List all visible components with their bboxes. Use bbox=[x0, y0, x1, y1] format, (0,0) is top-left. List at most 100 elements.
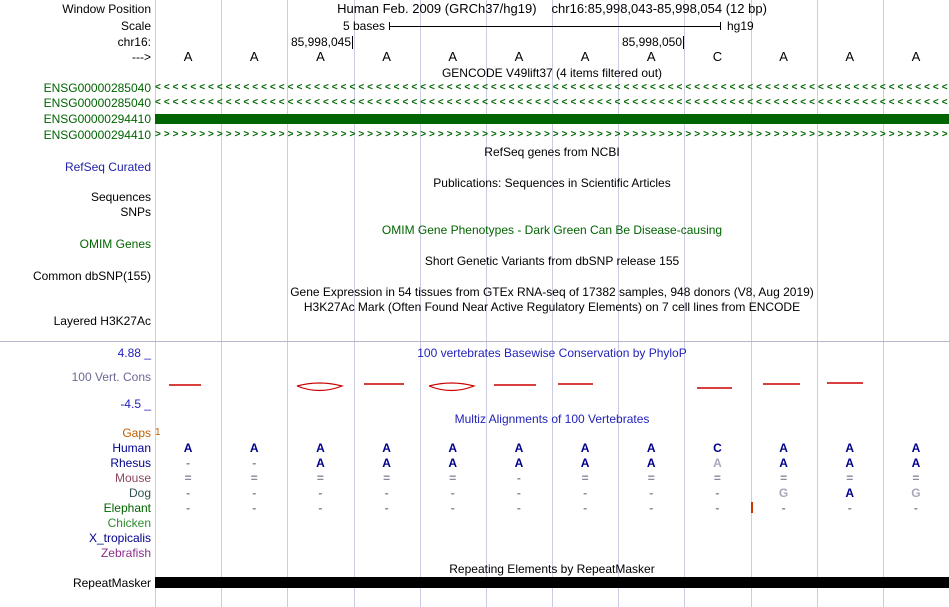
reference-base: A bbox=[911, 49, 921, 64]
alignment-cell: A bbox=[382, 441, 391, 455]
alignment-cell: - bbox=[186, 456, 191, 470]
alignment-cell: A bbox=[911, 456, 921, 470]
alignment-cell: = bbox=[250, 471, 258, 485]
alignment-cell: - bbox=[583, 486, 588, 500]
phylop-max-label[interactable]: 4.88 _ bbox=[117, 346, 151, 360]
vert-cons-label[interactable]: 100 Vert. Cons bbox=[71, 370, 151, 384]
alignment-cell: = bbox=[449, 471, 457, 485]
gtex-track-title[interactable]: Gene Expression in 54 tissues from GTEx … bbox=[290, 285, 814, 299]
multiz-species-label-zebrafish[interactable]: Zebrafish bbox=[100, 546, 151, 560]
refseq-track-title[interactable]: RefSeq genes from NCBI bbox=[484, 145, 620, 159]
alignment-cell: - bbox=[649, 486, 654, 500]
refseq-curated-label[interactable]: RefSeq Curated bbox=[64, 160, 151, 174]
base-gridline bbox=[353, 0, 355, 607]
assembly-name: Human Feb. 2009 (GRCh37/hg19) bbox=[337, 1, 537, 16]
dbsnp-track-title[interactable]: Short Genetic Variants from dbSNP releas… bbox=[424, 254, 680, 268]
base-gridline bbox=[221, 0, 223, 607]
reference-base: A bbox=[448, 49, 458, 64]
sequences-label[interactable]: Sequences bbox=[90, 190, 151, 204]
reference-base: A bbox=[183, 49, 193, 64]
alignment-cell: - bbox=[649, 501, 654, 515]
alignment-cell: - bbox=[318, 486, 323, 500]
base-gridline bbox=[882, 0, 884, 607]
alignment-cell: - bbox=[252, 456, 257, 470]
gencode-track-title[interactable]: GENCODE V49lift37 (4 items filtered out) bbox=[441, 66, 663, 80]
alignment-insert-tick bbox=[750, 502, 753, 513]
alignment-cell: = bbox=[383, 471, 391, 485]
gencode-item-label[interactable]: ENSG00000294410 bbox=[43, 128, 151, 142]
multiz-species-label-mouse[interactable]: Mouse bbox=[114, 471, 151, 485]
gencode-strand-arrows[interactable]: >>>>>>>>>>>>>>>>>>>>>>>>>>>>>>>>>>>>>>>>… bbox=[155, 129, 949, 140]
scale-value: 5 bases bbox=[342, 19, 385, 33]
coordinate-tick-right bbox=[683, 36, 684, 49]
multiz-species-label-x_tropicalis[interactable]: X_tropicalis bbox=[88, 531, 151, 545]
alignment-cell: A bbox=[646, 456, 656, 470]
conservation-mark bbox=[428, 382, 476, 392]
snps-label[interactable]: SNPs bbox=[120, 205, 151, 219]
coordinate-label-left: 85,998,045 bbox=[290, 35, 351, 49]
multiz-species-label-human[interactable]: Human bbox=[112, 441, 151, 455]
base-gridline bbox=[750, 0, 752, 607]
repeatmasker-track-title[interactable]: Repeating Elements by RepeatMasker bbox=[449, 562, 655, 576]
multiz-species-label-dog[interactable]: Dog bbox=[128, 486, 151, 500]
reference-base: A bbox=[845, 49, 855, 64]
gencode-strand-arrows[interactable]: <<<<<<<<<<<<<<<<<<<<<<<<<<<<<<<<<<<<<<<<… bbox=[155, 97, 949, 108]
alignment-cell: C bbox=[713, 441, 722, 455]
reference-base: A bbox=[249, 49, 259, 64]
alignment-cell: - bbox=[781, 501, 786, 515]
conservation-mark bbox=[296, 382, 344, 392]
multiz-species-label-elephant[interactable]: Elephant bbox=[103, 501, 151, 515]
publications-track-title[interactable]: Publications: Sequences in Scientific Ar… bbox=[433, 176, 671, 190]
gencode-strand-arrows[interactable]: <<<<<<<<<<<<<<<<<<<<<<<<<<<<<<<<<<<<<<<<… bbox=[155, 82, 949, 93]
alignment-cell: - bbox=[450, 486, 455, 500]
gaps-label[interactable]: Gaps bbox=[122, 426, 151, 440]
omim-genes-label[interactable]: OMIM Genes bbox=[79, 237, 151, 251]
common-dbsnp-label[interactable]: Common dbSNP(155) bbox=[32, 269, 151, 283]
alignment-cell: A bbox=[514, 441, 524, 455]
scale-label[interactable]: Scale bbox=[120, 19, 151, 33]
alignment-cell: A bbox=[316, 456, 325, 470]
phylop-track-title[interactable]: 100 vertebrates Basewise Conservation by… bbox=[417, 346, 687, 360]
track-separator-line bbox=[0, 341, 950, 342]
alignment-cell: A bbox=[514, 456, 524, 470]
base-gridline bbox=[155, 0, 156, 607]
multiz-track-title[interactable]: Multiz Alignments of 100 Vertebrates bbox=[454, 412, 650, 426]
base-gridline bbox=[419, 0, 421, 607]
alignment-cell: A bbox=[580, 456, 590, 470]
gencode-exon-bar[interactable] bbox=[155, 114, 949, 124]
gaps-insert-marker: 1 bbox=[155, 427, 161, 438]
alignment-cell: A bbox=[779, 441, 788, 455]
phylop-min-label[interactable]: -4.5 _ bbox=[120, 397, 151, 411]
reference-base: A bbox=[316, 49, 325, 64]
alignment-cell: - bbox=[186, 486, 191, 500]
omim-track-title[interactable]: OMIM Gene Phenotypes - Dark Green Can Be… bbox=[381, 223, 723, 237]
alignment-cell: - bbox=[516, 486, 521, 500]
alignment-cell: = bbox=[647, 471, 655, 485]
alignment-cell: = bbox=[846, 471, 854, 485]
strand-direction-label[interactable]: ---> bbox=[132, 50, 151, 64]
gencode-item-label[interactable]: ENSG00000285040 bbox=[43, 96, 151, 110]
gencode-item-label[interactable]: ENSG00000285040 bbox=[43, 81, 151, 95]
h3k27ac-track-title[interactable]: H3K27Ac Mark (Often Found Near Active Re… bbox=[303, 300, 801, 314]
genome-version-label: hg19 bbox=[727, 19, 754, 33]
alignment-cell: - bbox=[384, 486, 389, 500]
chrom-label[interactable]: chr16: bbox=[117, 35, 151, 49]
alignment-cell: = bbox=[780, 471, 788, 485]
reference-base: A bbox=[646, 49, 656, 64]
alignment-cell: - bbox=[715, 501, 720, 515]
alignment-cell: = bbox=[316, 471, 324, 485]
layered-h3k27ac-label[interactable]: Layered H3K27Ac bbox=[53, 314, 151, 328]
multiz-species-label-chicken[interactable]: Chicken bbox=[107, 516, 151, 530]
multiz-species-label-rhesus[interactable]: Rhesus bbox=[110, 456, 151, 470]
repeatmasker-label[interactable]: RepeatMasker bbox=[72, 576, 151, 590]
alignment-cell: A bbox=[646, 441, 656, 455]
alignment-cell: - bbox=[252, 501, 257, 515]
gencode-item-label[interactable]: ENSG00000294410 bbox=[43, 112, 151, 126]
alignment-cell: - bbox=[913, 501, 918, 515]
alignment-cell: G bbox=[778, 486, 789, 500]
window-position-label[interactable]: Window Position bbox=[62, 2, 151, 16]
alignment-cell: A bbox=[845, 486, 855, 500]
repeatmasker-bar[interactable] bbox=[155, 577, 949, 588]
alignment-cell: A bbox=[580, 441, 590, 455]
base-gridline bbox=[816, 0, 818, 607]
